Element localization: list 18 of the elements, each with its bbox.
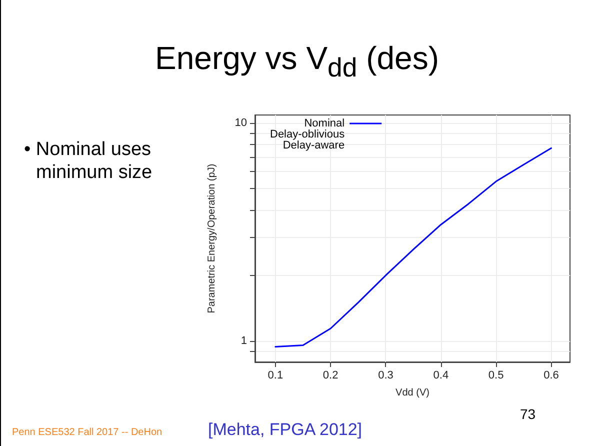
x-tick-label: 0.5 <box>488 370 504 382</box>
x-tick-label: 0.2 <box>322 370 338 382</box>
text: • Nominal uses minimum size <box>24 138 154 184</box>
legend-label: Nominal <box>304 118 345 130</box>
text: Delay-aware <box>282 140 345 152</box>
y-tick-label: 1 <box>240 334 247 347</box>
y-tick-label: 10 <box>234 117 247 130</box>
text: 73 <box>520 406 536 422</box>
text: Penn ESE532 Fall 2017 -- DeHon <box>12 427 162 438</box>
y-axis-title: Parametric Energy/Operation (pJ) <box>206 164 218 314</box>
text: Delay-oblivious <box>270 128 346 140</box>
x-axis-title: Vdd (V) <box>396 388 430 398</box>
chart-title: Energy vs V$_{dd}$ (des) <box>154 40 440 84</box>
text: [Mehta, FPGA 2012] <box>208 420 362 440</box>
x-tick-label: 0.4 <box>433 370 449 382</box>
x-tick-label: 0.6 <box>544 370 559 382</box>
x-tick-label: 0.3 <box>378 370 394 382</box>
x-tick-label: 0.1 <box>268 370 284 382</box>
